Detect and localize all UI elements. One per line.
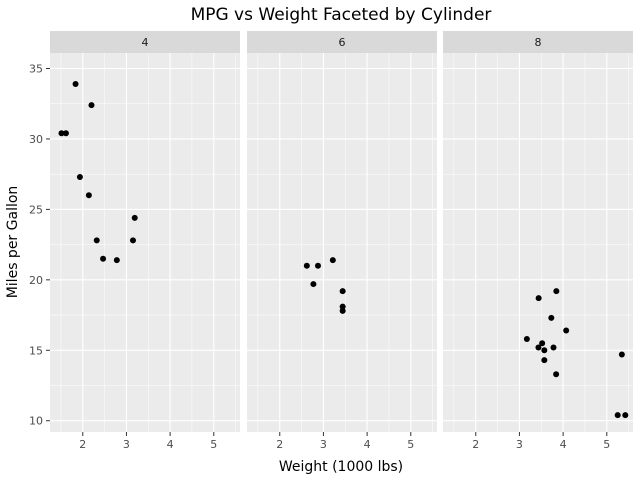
data-point [541,357,548,364]
data-point [113,257,120,264]
facet-panels: 4 2 3 4 5 10 15 20 25 30 35 6 2 3 4 5 8 2 3 4 5 [29,31,633,451]
facet-strip [443,31,633,53]
data-point [131,214,138,221]
data-point [310,281,317,288]
x-tick-label: 3 [320,438,327,451]
facet-strip-label: 8 [535,36,542,49]
data-point [339,288,346,295]
y-tick-label: 15 [29,344,43,357]
data-point [62,130,69,137]
facet-plot-area [50,53,240,432]
data-point [541,347,548,354]
x-tick-label: 4 [560,438,567,451]
x-tick-label: 3 [516,438,523,451]
y-tick-label: 25 [29,203,43,216]
data-point [85,192,92,199]
facet-panel-8: 8 2 3 4 5 [443,31,633,451]
data-point [58,130,65,137]
facet-strip [50,31,240,53]
x-tick-label: 2 [79,438,86,451]
y-axis-title: Miles per Gallon [5,186,21,299]
data-point [614,412,621,419]
y-tick-label: 30 [29,133,43,146]
x-tick-label: 5 [407,438,414,451]
data-point [339,303,346,310]
data-point [93,237,100,244]
facet-panel-4: 4 2 3 4 5 10 15 20 25 30 35 [29,31,240,451]
data-point [553,371,560,378]
data-point [553,288,560,295]
data-point [622,412,629,419]
data-point [88,102,95,109]
data-point [339,307,346,314]
data-point [314,262,321,269]
y-tick-label: 10 [29,415,43,428]
data-point [72,80,79,87]
data-point [100,255,107,262]
data-point [618,351,625,358]
data-point [523,336,530,343]
facet-plot-area [247,53,437,432]
facet-strip [247,31,437,53]
data-point [76,173,83,180]
data-point [563,327,570,334]
x-tick-label: 4 [167,438,174,451]
chart-title: MPG vs Weight Faceted by Cylinder [191,5,492,25]
data-point [539,340,546,347]
x-tick-label: 5 [210,438,217,451]
data-point [535,295,542,302]
data-point [550,344,557,351]
data-point [129,237,136,244]
y-tick-label: 35 [29,62,43,75]
x-tick-label: 4 [364,438,371,451]
y-tick-label: 20 [29,274,43,287]
x-tick-label: 2 [472,438,479,451]
data-point [329,257,336,264]
data-point [548,314,555,321]
facet-strip-label: 6 [339,36,346,49]
x-tick-label: 2 [276,438,283,451]
facet-panel-6: 6 2 3 4 5 [247,31,437,451]
x-tick-label: 3 [123,438,130,451]
facet-plot-area [443,53,633,432]
x-axis-title: Weight (1000 lbs) [279,459,403,475]
data-point [535,344,542,351]
x-tick-label: 5 [603,438,610,451]
data-point [303,262,310,269]
facet-strip-label: 4 [142,36,149,49]
